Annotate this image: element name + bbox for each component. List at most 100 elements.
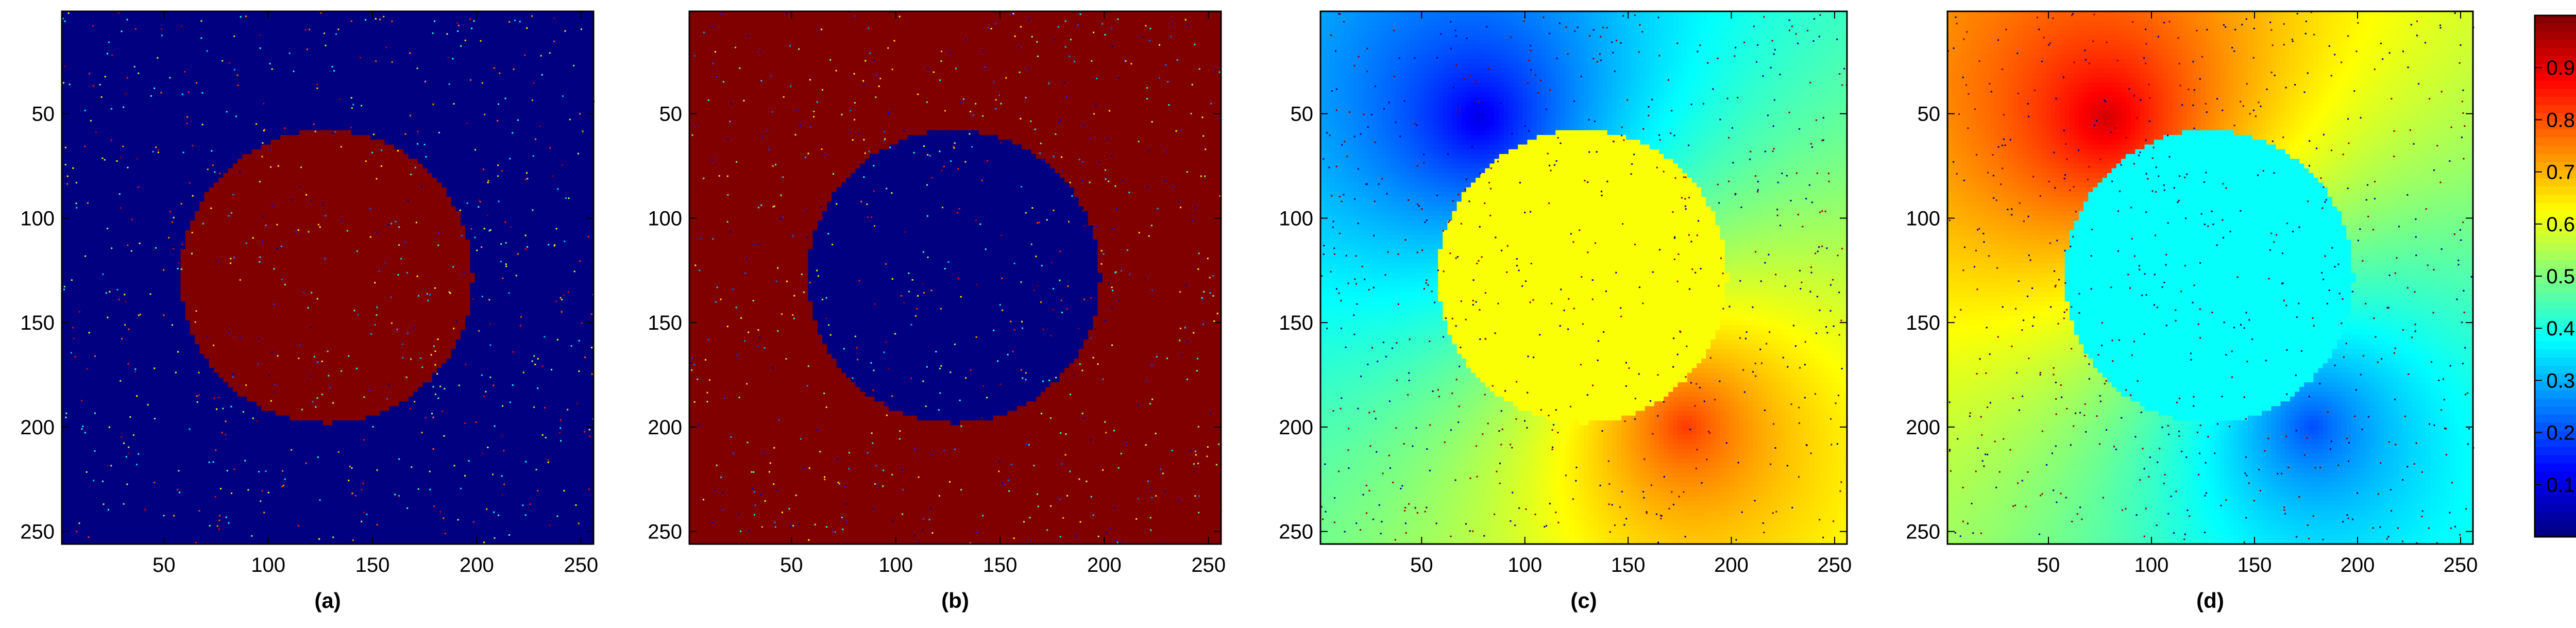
heatmap-cell [143,126,148,131]
heatmap-cell [228,107,233,112]
heatmap-cell [366,49,371,55]
heatmap-cell [171,40,176,45]
heatmap-cell [399,88,404,93]
heatmap-cell [100,97,105,102]
heatmap-cell [442,64,447,69]
heatmap-cell [143,82,148,88]
heatmap-cell [446,26,451,31]
heatmap-cell [100,45,105,50]
heatmap-cell [95,92,100,97]
heatmap-cell [223,107,228,112]
heatmap-cell [299,59,304,64]
heatmap-cell [323,59,328,64]
heatmap-cell [461,69,466,74]
heatmap-cell [551,26,556,31]
heatmap-cell [475,40,480,45]
heatmap-cell [494,97,499,102]
heatmap-cell [489,82,494,88]
heatmap-cell [437,35,442,40]
heatmap-cell [105,54,110,59]
heatmap-cell [413,78,418,83]
heatmap-cell [228,26,233,31]
heatmap-cell [446,35,451,40]
heatmap-cell [432,35,437,40]
heatmap-cell [66,16,72,21]
heatmap-cell [508,92,513,97]
heatmap-cell [475,35,480,40]
heatmap-cell [351,16,357,21]
heatmap-cell [266,26,271,31]
heatmap-cell [461,59,466,64]
heatmap-cell [403,116,409,121]
heatmap-cell [114,107,119,112]
heatmap-cell [214,16,219,21]
heatmap-cell [366,64,371,69]
heatmap-cell [508,88,513,93]
heatmap-cell [522,35,528,40]
heatmap-cell [285,30,290,36]
heatmap-cell [180,21,185,26]
heatmap-cell [270,121,276,126]
heatmap-cell [394,69,399,74]
heatmap-cell [171,26,176,31]
heatmap-cell [309,40,314,45]
heatmap-cell [361,49,366,55]
heatmap-cell [409,97,414,102]
heatmap-cell [133,69,138,74]
heatmap-cell [366,21,371,26]
heatmap-cell [299,69,304,74]
heatmap-cell [347,92,352,97]
heatmap-cell [147,59,152,64]
heatmap-cell [461,101,466,107]
heatmap-cell [389,111,395,116]
heatmap-cell [442,21,447,26]
heatmap-cell [442,116,447,121]
heatmap-cell [147,101,152,107]
heatmap-cell [252,35,257,40]
heatmap-cell [95,26,100,31]
heatmap-cell [451,92,456,97]
heatmap-cell [484,107,489,112]
heatmap-cell [422,82,428,88]
heatmap-cell [76,30,81,36]
heatmap-cell [494,40,499,45]
heatmap-cell [270,21,276,26]
heatmap-cell [105,69,110,74]
heatmap-cell [223,116,228,121]
heatmap-cell [375,101,380,107]
heatmap-cell [223,97,228,102]
heatmap-cell [124,121,129,126]
heatmap-cell [484,49,489,55]
heatmap-cell [138,26,143,31]
heatmap-cell [366,88,371,93]
heatmap-cell [361,59,366,64]
heatmap-cell [489,78,494,83]
heatmap-cell [337,111,342,116]
heatmap-cell [328,16,333,21]
heatmap-cell [285,78,290,83]
heatmap-cell [313,35,318,40]
heatmap-cell [555,59,561,64]
heatmap-cell [484,64,489,69]
heatmap-cell [465,69,470,74]
heatmap-cell [555,40,561,45]
heatmap-cell [285,97,290,102]
heatmap-cell [551,88,556,93]
heatmap-cell [432,88,437,93]
heatmap-cell [124,88,129,93]
heatmap-cell [403,59,409,64]
heatmap-cell [361,92,366,97]
heatmap-cell [95,54,100,59]
heatmap-cell [536,45,541,50]
heatmap-cell [270,35,276,40]
heatmap-cell [86,54,91,59]
heatmap-cell [180,35,185,40]
heatmap-cell [124,40,129,45]
heatmap-cell [584,73,589,78]
heatmap-cell [503,92,509,97]
heatmap-cell [100,16,105,21]
heatmap-cell [403,73,409,78]
heatmap-cell [133,107,138,112]
heatmap-cell [166,54,172,59]
heatmap-cell [399,21,404,26]
